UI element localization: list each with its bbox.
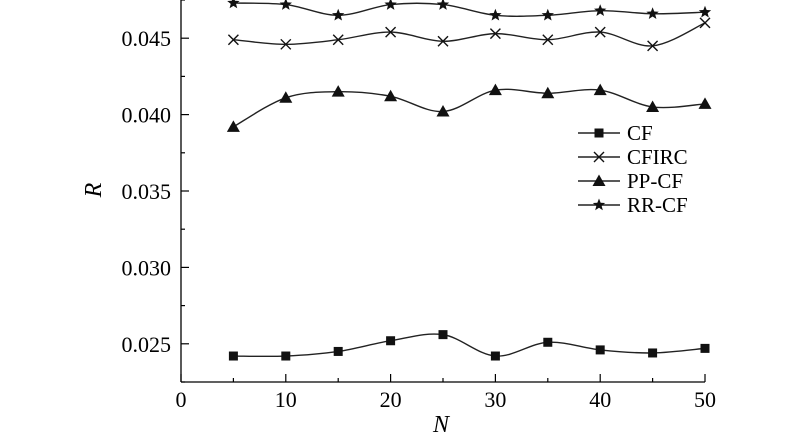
data-point-cfirc [227, 34, 239, 46]
series-rr-cf [227, 0, 712, 21]
data-point-cf [438, 330, 448, 340]
data-point-pp-cf [384, 89, 398, 102]
data-point-rr-cf [279, 0, 292, 10]
data-point-cf [281, 351, 291, 361]
legend-marker-pp-cf [592, 174, 606, 186]
data-point-cf [333, 346, 343, 356]
data-point-cfirc [280, 38, 292, 50]
y-tick-label: 0.025 [122, 332, 172, 357]
y-tick-label: 0.045 [122, 26, 172, 51]
data-point-pp-cf [698, 97, 712, 109]
y-axis-title: R [81, 182, 107, 198]
x-tick-label: 40 [589, 387, 611, 412]
y-tick-label: 0.030 [122, 255, 172, 280]
data-point-cf [595, 345, 605, 355]
data-point-rr-cf [384, 0, 397, 10]
data-point-pp-cf [593, 83, 607, 96]
legend-label-cfirc: CFIRC [627, 145, 688, 169]
legend-label-pp-cf: PP-CF [627, 169, 683, 193]
data-point-cf [543, 337, 553, 347]
series-line-cfirc [233, 22, 706, 47]
data-point-pp-cf [646, 100, 660, 112]
data-point-rr-cf [594, 4, 607, 16]
data-point-cfirc [385, 26, 397, 38]
series-pp-cf [226, 83, 712, 132]
data-point-cfirc [542, 34, 554, 46]
series-layer [226, 0, 712, 361]
data-point-cfirc [594, 26, 606, 38]
data-point-rr-cf [332, 8, 345, 21]
data-point-pp-cf [488, 83, 502, 96]
legend-marker-cfirc [593, 151, 605, 163]
data-point-rr-cf [698, 5, 712, 18]
data-point-cf [228, 351, 238, 361]
legend-marker-cf [594, 128, 604, 138]
data-point-cfirc [332, 34, 344, 46]
x-tick-label: 50 [694, 387, 716, 412]
series-line-cf [233, 333, 706, 358]
legend-item-rr-cf: RR-CF [578, 193, 688, 217]
x-tick-label: 20 [380, 387, 402, 412]
data-point-pp-cf [331, 85, 345, 97]
legend-item-pp-cf: PP-CF [578, 169, 683, 193]
data-point-pp-cf [226, 120, 240, 132]
data-point-rr-cf [489, 8, 502, 21]
series-cf [228, 330, 710, 361]
data-point-cf [386, 336, 396, 346]
legend-label-rr-cf: RR-CF [627, 193, 688, 217]
data-point-cfirc [647, 40, 659, 52]
data-point-cfirc [699, 17, 711, 29]
data-point-rr-cf [227, 0, 240, 9]
y-tick-label: 0.040 [122, 103, 172, 128]
data-point-cfirc [437, 35, 449, 47]
legend-marker-rr-cf [592, 198, 606, 211]
series-line-pp-cf [233, 88, 706, 128]
data-point-rr-cf [646, 7, 659, 20]
legend-item-cfirc: CFIRC [578, 145, 688, 169]
x-axis-title: N [432, 412, 451, 438]
data-point-rr-cf [541, 8, 554, 21]
y-tick-label: 0.035 [122, 179, 172, 204]
data-point-cf [490, 351, 500, 361]
x-tick-label: 0 [176, 387, 187, 412]
legend-item-cf: CF [578, 121, 653, 145]
axes: 0 10 20 30 40 50 0.025 0.030 0.035 0.040 0.045 [122, 0, 716, 412]
x-tick-label: 10 [275, 387, 297, 412]
data-point-cfirc [489, 28, 501, 40]
data-point-pp-cf [279, 91, 293, 103]
data-point-rr-cf [436, 0, 450, 10]
data-point-pp-cf [436, 105, 450, 117]
legend-label-cf: CF [627, 121, 653, 145]
data-point-cf [648, 348, 658, 358]
x-tick-label: 30 [484, 387, 506, 412]
data-point-cf [700, 343, 710, 353]
series-line-rr-cf [233, 2, 706, 17]
series-cfirc [227, 17, 711, 52]
data-point-pp-cf [541, 86, 555, 99]
